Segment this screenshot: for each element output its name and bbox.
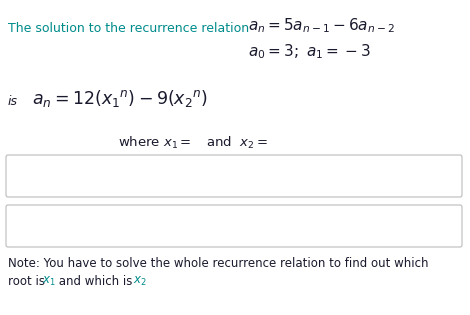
FancyBboxPatch shape xyxy=(6,155,462,197)
FancyBboxPatch shape xyxy=(6,205,462,247)
Text: $x_2$: $x_2$ xyxy=(133,275,147,288)
Text: The solution to the recurrence relation: The solution to the recurrence relation xyxy=(8,22,249,35)
Text: $a_n=5a_{n-1}-6a_{n-2}$: $a_n=5a_{n-1}-6a_{n-2}$ xyxy=(248,16,395,35)
Text: and which is: and which is xyxy=(55,275,136,288)
Text: is: is xyxy=(8,95,18,108)
Text: $x_1$: $x_1$ xyxy=(42,275,56,288)
Text: $a_n=12(x_1{}^n)-9(x_2{}^n)$: $a_n=12(x_1{}^n)-9(x_2{}^n)$ xyxy=(32,88,208,109)
Text: Note: You have to solve the whole recurrence relation to find out which: Note: You have to solve the whole recurr… xyxy=(8,257,429,270)
Text: $a_0=3;\ a_1=-3$: $a_0=3;\ a_1=-3$ xyxy=(248,42,371,61)
Text: where $x_1=$   and  $x_2=$: where $x_1=$ and $x_2=$ xyxy=(118,135,268,151)
Text: root is: root is xyxy=(8,275,49,288)
